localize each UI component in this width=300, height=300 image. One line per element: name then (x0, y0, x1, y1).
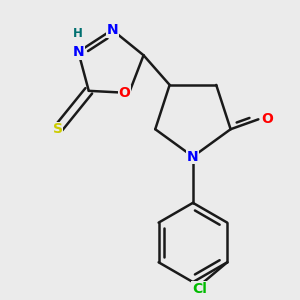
Text: N: N (106, 23, 118, 37)
Text: O: O (118, 86, 130, 100)
Text: O: O (261, 112, 273, 126)
Text: S: S (52, 122, 63, 136)
Text: N: N (187, 150, 199, 164)
Text: Cl: Cl (192, 282, 207, 296)
Text: H: H (74, 28, 83, 40)
Text: N: N (73, 45, 84, 59)
